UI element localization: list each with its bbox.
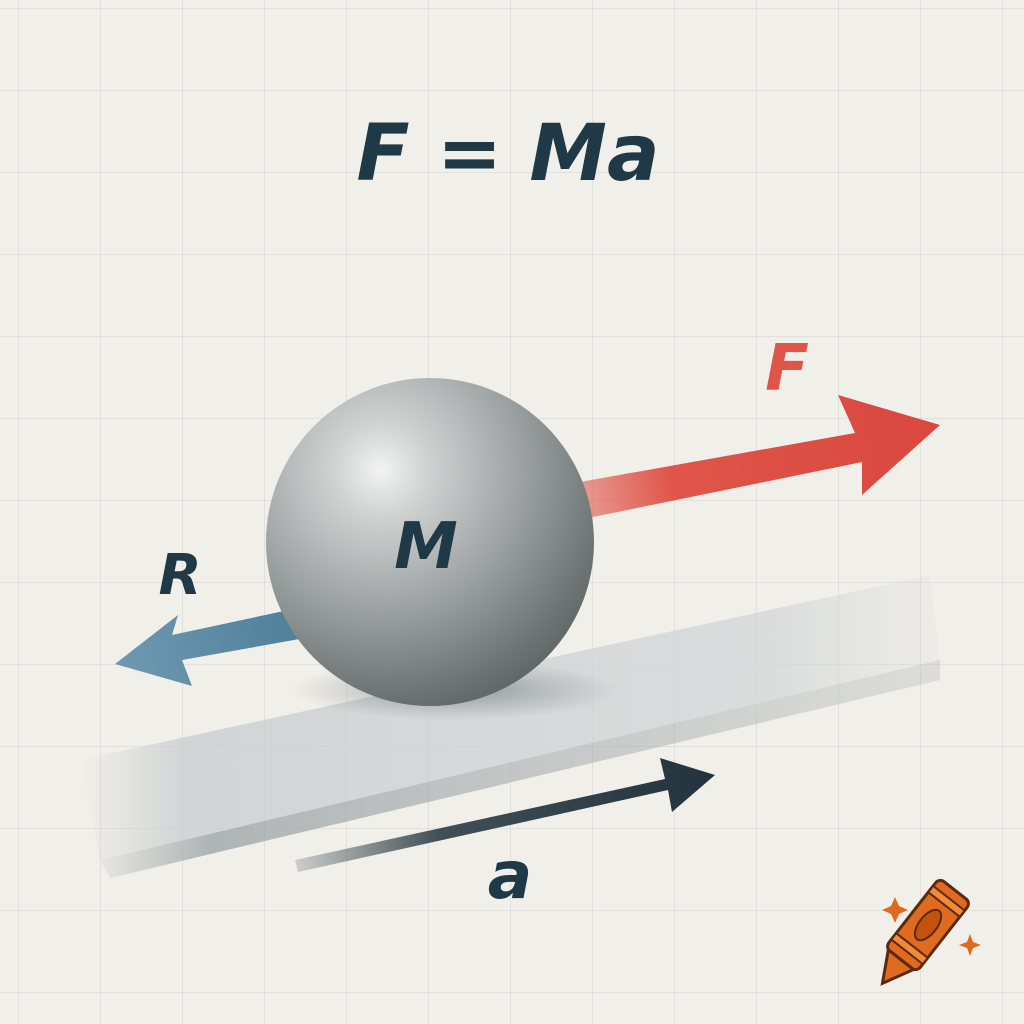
acceleration-label: a [488,837,533,914]
equation-title: F = Ma [356,109,659,199]
crayon-icon [880,878,970,986]
sparkle-icon [882,897,981,956]
mass-label: M [394,510,458,584]
force-arrow [580,395,940,518]
mass-sphere [266,378,594,706]
force-label: F [765,332,809,406]
acceleration-arrow [295,758,715,872]
resistance-label: R [158,543,201,608]
resistance-arrow [115,608,305,686]
